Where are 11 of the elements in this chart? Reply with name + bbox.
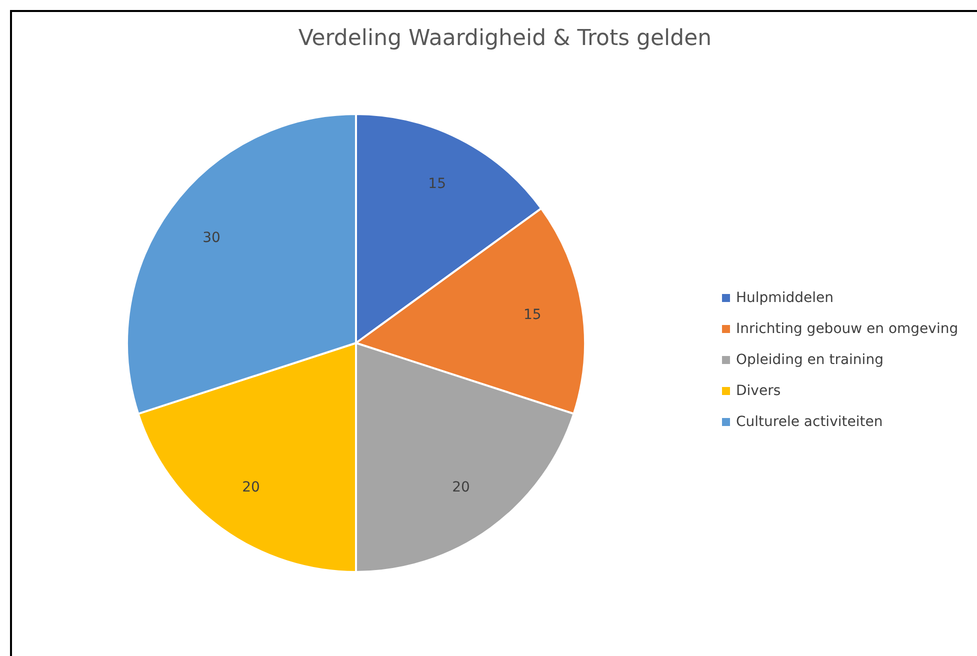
legend-label: Divers: [736, 382, 781, 398]
legend-label: Opleiding en training: [736, 352, 884, 368]
data-label: 30: [202, 230, 220, 246]
legend-label: Hulpmiddelen: [736, 290, 834, 306]
data-label: 15: [428, 176, 446, 192]
data-label: 20: [242, 480, 260, 496]
legend-label: Inrichting gebouw en omgeving: [736, 320, 958, 336]
data-label: 15: [524, 307, 542, 324]
data-label: 20: [452, 480, 470, 496]
chart-title: Verdeling Waardigheid & Trots gelden: [297, 26, 713, 51]
legend-label: Culturele activiteiten: [736, 414, 883, 430]
